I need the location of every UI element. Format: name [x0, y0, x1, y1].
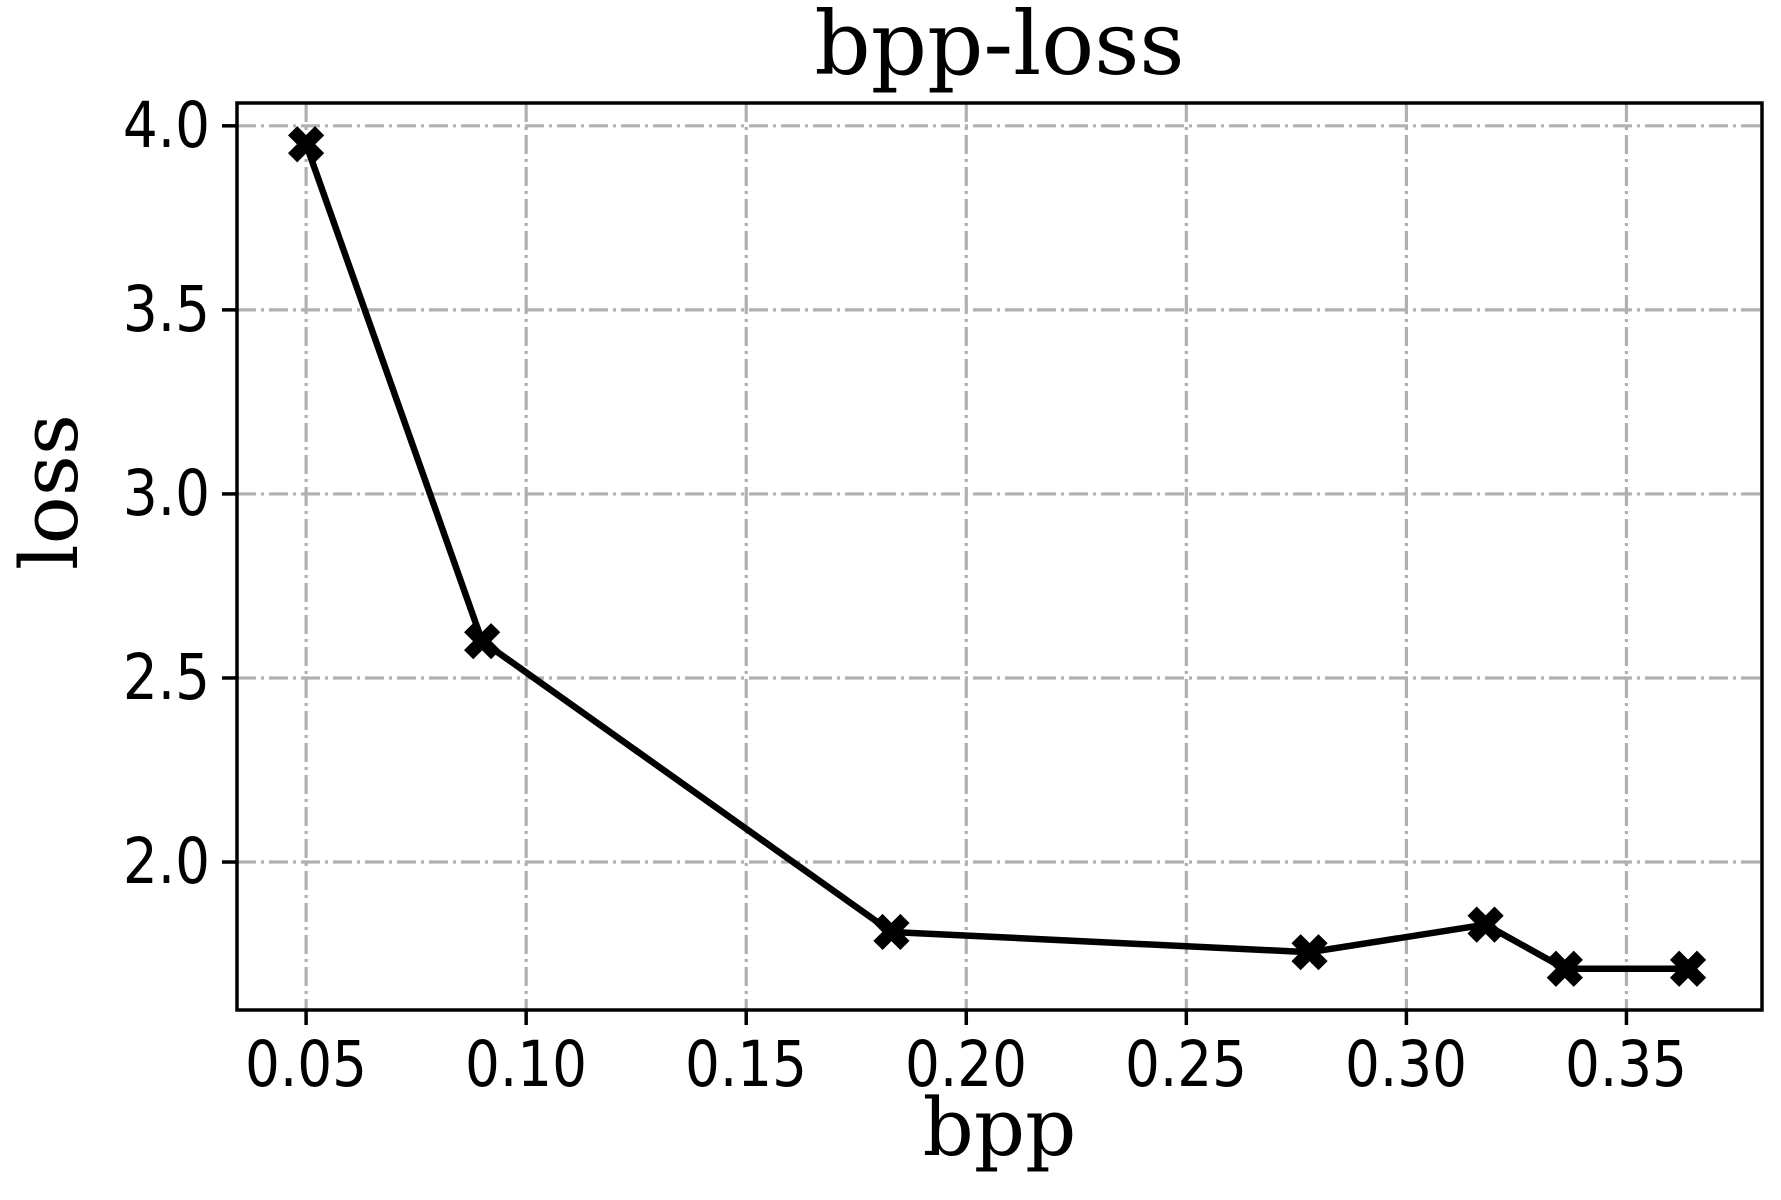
x-tick-label: 0.20: [905, 1028, 1028, 1101]
x-tick-label: 0.35: [1565, 1028, 1688, 1101]
x-tick-label: 0.25: [1125, 1028, 1248, 1101]
y-tick-label: 3.0: [122, 456, 210, 530]
y-tick-label: 2.5: [122, 640, 210, 714]
data-marker: [288, 126, 325, 163]
plot-area: [222, 101, 1764, 1025]
plot-frame: [235, 101, 1764, 1012]
data-marker: [873, 913, 910, 951]
y-tick-label: 3.5: [122, 272, 210, 346]
chart-title: bpp-loss: [814, 0, 1185, 95]
y-tick-label: 2.0: [122, 825, 210, 899]
x-axis-label: bpp: [922, 1081, 1077, 1174]
data-marker: [1291, 934, 1328, 971]
x-tick-label: 0.10: [465, 1028, 588, 1101]
data-marker: [1669, 950, 1707, 987]
data-marker: [464, 623, 501, 660]
x-tick-label: 0.30: [1345, 1028, 1468, 1101]
data-line: [302, 140, 1692, 973]
data-marker: [1467, 906, 1504, 943]
x-tick-label: 0.15: [685, 1028, 808, 1101]
x-tick-label: 0.05: [245, 1028, 368, 1101]
data-marker: [1546, 950, 1583, 987]
plot-svg: [222, 101, 1764, 1025]
y-tick-label: 4.0: [122, 88, 210, 162]
